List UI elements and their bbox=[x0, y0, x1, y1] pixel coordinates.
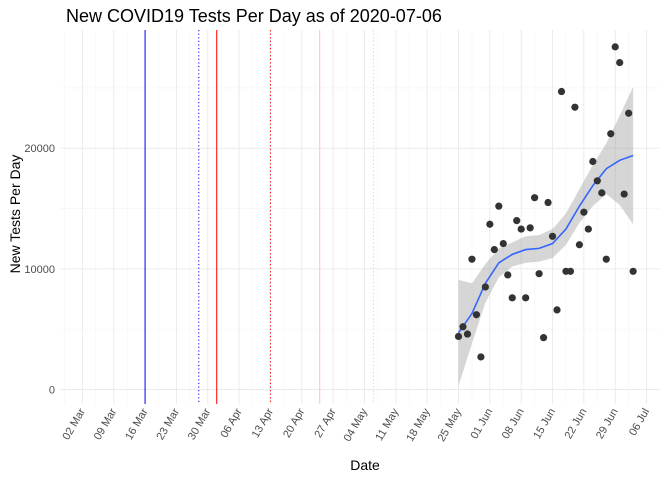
data-point bbox=[481, 283, 489, 291]
data-point bbox=[477, 353, 485, 361]
data-point bbox=[539, 334, 548, 342]
x-tick-label: 13 Apr bbox=[250, 406, 276, 440]
data-point bbox=[571, 103, 579, 111]
x-tick-label: 20 Apr bbox=[281, 406, 307, 440]
smooth-trend-line bbox=[457, 154, 634, 334]
data-point bbox=[468, 255, 476, 263]
x-tick-label: 30 Mar bbox=[186, 406, 214, 442]
x-tick-labels: 02 Mar 09 Mar 16 Mar 23 Mar 30 Mar 06 Apr 13 A… bbox=[60, 406, 652, 444]
x-tick-label: 27 Apr bbox=[312, 406, 338, 440]
data-point bbox=[499, 239, 507, 248]
smooth-line-layer bbox=[457, 154, 634, 334]
y-tick-label: 20000 bbox=[24, 143, 55, 155]
data-point bbox=[490, 245, 498, 254]
data-point bbox=[486, 220, 494, 228]
data-point bbox=[575, 241, 584, 249]
x-tick-label: 06 Jul bbox=[627, 407, 652, 438]
confidence-band-layer bbox=[458, 86, 634, 386]
data-point bbox=[598, 189, 606, 197]
y-tick-label: 10000 bbox=[24, 264, 55, 276]
data-point bbox=[504, 271, 512, 279]
data-point bbox=[548, 232, 557, 240]
data-point bbox=[508, 294, 516, 302]
x-tick-label: 04 May bbox=[342, 406, 371, 444]
data-point bbox=[620, 190, 628, 198]
data-point bbox=[566, 267, 575, 275]
data-point bbox=[513, 217, 521, 225]
data-point bbox=[616, 58, 624, 67]
data-point bbox=[531, 194, 539, 202]
x-tick-label: 06 Apr bbox=[218, 406, 244, 440]
data-point bbox=[580, 208, 588, 216]
data-point bbox=[522, 294, 530, 302]
data-point bbox=[607, 130, 615, 138]
x-tick-label: 08 Jun bbox=[500, 407, 527, 442]
y-axis-title: New Tests Per Day bbox=[7, 155, 23, 274]
data-point bbox=[472, 311, 481, 319]
x-tick-label: 29 Jun bbox=[594, 407, 621, 442]
data-point bbox=[454, 332, 463, 341]
x-tick-label: 02 Mar bbox=[60, 406, 88, 442]
data-point bbox=[544, 198, 552, 207]
data-point bbox=[517, 225, 525, 233]
x-tick-label: 01 Jun bbox=[469, 406, 496, 441]
x-tick-label: 22 Jun bbox=[563, 407, 590, 442]
data-point bbox=[584, 225, 592, 233]
x-tick-label: 16 Mar bbox=[123, 406, 151, 442]
data-point bbox=[625, 109, 633, 117]
y-tick-labels: 0 10000 20000 bbox=[24, 143, 55, 396]
x-axis-title: Date bbox=[350, 457, 380, 473]
x-tick-label: 15 Jun bbox=[531, 407, 558, 442]
data-point bbox=[557, 87, 566, 96]
confidence-band bbox=[458, 86, 634, 386]
data-point bbox=[611, 43, 619, 51]
data-point bbox=[495, 202, 503, 210]
x-tick-label: 23 Mar bbox=[154, 406, 182, 442]
data-points bbox=[454, 43, 637, 361]
data-point bbox=[593, 177, 601, 185]
data-point bbox=[602, 255, 610, 263]
data-point bbox=[463, 330, 472, 338]
x-tick-label: 09 Mar bbox=[92, 406, 120, 442]
x-tick-label: 18 May bbox=[404, 406, 433, 444]
data-point bbox=[629, 267, 637, 275]
event-lines bbox=[144, 30, 374, 404]
data-point bbox=[553, 306, 561, 314]
data-point bbox=[526, 224, 534, 232]
data-point bbox=[459, 323, 467, 331]
minor-gridlines bbox=[60, 30, 660, 404]
data-point bbox=[589, 157, 597, 166]
chart-title: New COVID19 Tests Per Day as of 2020-07-… bbox=[66, 6, 442, 26]
x-tick-label: 25 May bbox=[436, 406, 465, 444]
y-tick-label: 0 bbox=[49, 385, 55, 397]
data-point bbox=[535, 270, 543, 278]
x-tick-label: 11 May bbox=[373, 406, 401, 443]
